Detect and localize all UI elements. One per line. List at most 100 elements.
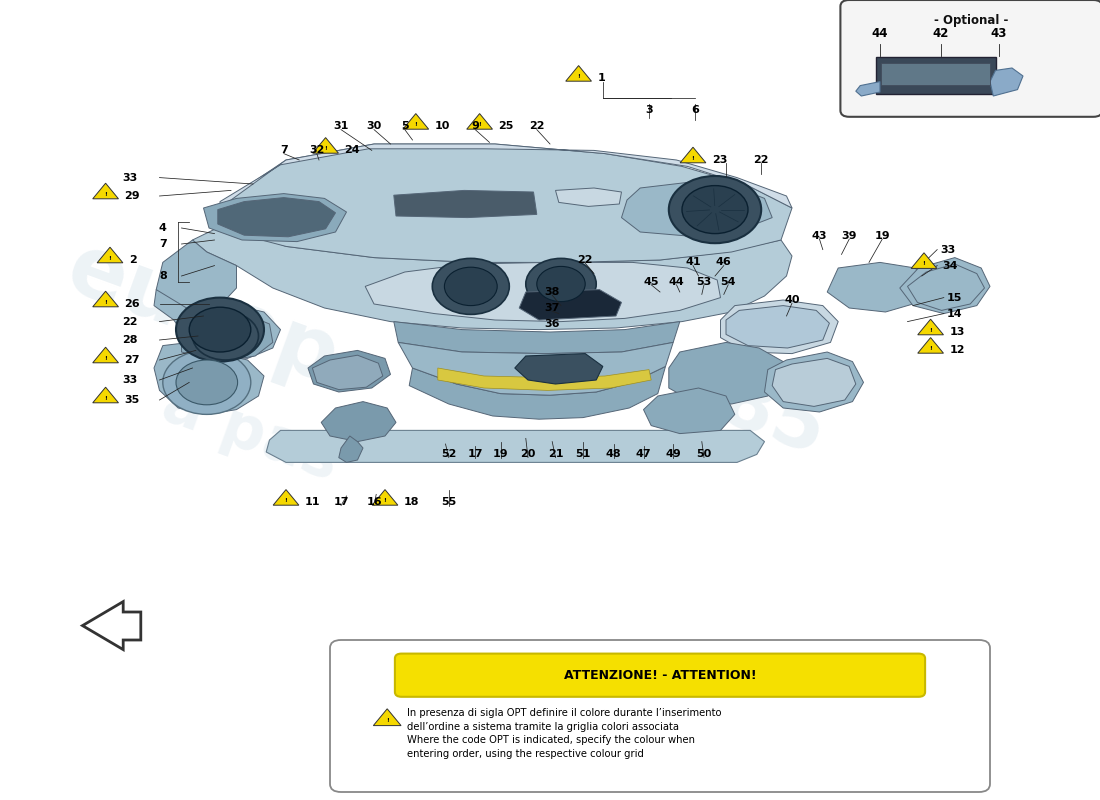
Polygon shape xyxy=(92,347,119,362)
Text: 26: 26 xyxy=(124,299,140,309)
Polygon shape xyxy=(644,388,735,434)
Text: 27: 27 xyxy=(124,355,140,365)
Polygon shape xyxy=(403,114,429,129)
Text: !: ! xyxy=(384,498,386,503)
Text: ATTENZIONE! - ATTENTION!: ATTENZIONE! - ATTENTION! xyxy=(563,669,757,682)
Text: !: ! xyxy=(923,262,925,266)
Polygon shape xyxy=(394,190,537,218)
Text: 24: 24 xyxy=(344,146,360,155)
Text: 1: 1 xyxy=(597,74,605,83)
Polygon shape xyxy=(917,319,944,334)
Text: 2: 2 xyxy=(129,255,136,265)
Text: 43: 43 xyxy=(812,231,827,241)
Polygon shape xyxy=(565,66,592,81)
Text: 12: 12 xyxy=(949,346,965,355)
Text: 5: 5 xyxy=(402,122,408,131)
Text: 4: 4 xyxy=(158,223,167,233)
Polygon shape xyxy=(911,253,937,268)
Polygon shape xyxy=(154,290,280,358)
Polygon shape xyxy=(519,290,621,320)
Text: 42: 42 xyxy=(933,27,948,40)
Polygon shape xyxy=(908,264,985,310)
Polygon shape xyxy=(772,358,856,406)
FancyBboxPatch shape xyxy=(876,57,996,94)
Text: 9: 9 xyxy=(471,122,480,131)
Text: 18: 18 xyxy=(404,498,419,507)
Text: 3: 3 xyxy=(646,106,652,115)
Text: !: ! xyxy=(578,74,580,79)
Text: 21: 21 xyxy=(548,450,563,459)
Polygon shape xyxy=(218,198,336,237)
Text: 15: 15 xyxy=(947,293,962,302)
FancyBboxPatch shape xyxy=(840,0,1100,117)
Polygon shape xyxy=(204,194,346,242)
Text: 22: 22 xyxy=(529,122,544,131)
Text: 13: 13 xyxy=(949,327,965,337)
Polygon shape xyxy=(515,354,603,384)
Text: !: ! xyxy=(386,718,388,723)
Text: 19: 19 xyxy=(874,231,890,241)
Text: 17: 17 xyxy=(333,498,349,507)
Text: 37: 37 xyxy=(544,303,560,313)
Text: 44: 44 xyxy=(871,27,889,40)
Polygon shape xyxy=(92,183,119,198)
Text: 40: 40 xyxy=(784,295,800,305)
FancyBboxPatch shape xyxy=(330,640,990,792)
Text: 22: 22 xyxy=(122,317,138,326)
Text: 29: 29 xyxy=(124,191,140,201)
Text: 49: 49 xyxy=(666,450,681,459)
Polygon shape xyxy=(154,342,264,414)
Circle shape xyxy=(189,307,251,352)
Text: 17: 17 xyxy=(468,450,483,459)
Text: 48: 48 xyxy=(606,450,621,459)
Polygon shape xyxy=(990,68,1023,96)
Circle shape xyxy=(526,258,596,310)
Text: 52: 52 xyxy=(441,450,456,459)
Text: 20: 20 xyxy=(520,450,536,459)
Text: 7: 7 xyxy=(279,146,288,155)
Text: 14: 14 xyxy=(947,309,962,318)
Text: 16: 16 xyxy=(366,498,382,507)
Polygon shape xyxy=(182,314,273,362)
Text: !: ! xyxy=(285,498,287,503)
Text: 22: 22 xyxy=(578,255,593,265)
Text: 8: 8 xyxy=(158,271,167,281)
Text: 19: 19 xyxy=(493,450,508,459)
Text: 53: 53 xyxy=(696,277,712,286)
Text: 44: 44 xyxy=(669,277,684,286)
Polygon shape xyxy=(764,352,864,412)
Circle shape xyxy=(682,186,748,234)
Text: 41: 41 xyxy=(685,258,701,267)
Text: europ: europ xyxy=(55,227,350,402)
Circle shape xyxy=(537,266,585,302)
Polygon shape xyxy=(156,240,236,314)
Text: 50: 50 xyxy=(696,450,712,459)
Polygon shape xyxy=(373,709,402,726)
Polygon shape xyxy=(308,350,390,392)
Text: In presenza di sigla OPT definire il colore durante l’inserimento
dell’ordine a : In presenza di sigla OPT definire il col… xyxy=(407,708,722,758)
Circle shape xyxy=(176,360,238,405)
Polygon shape xyxy=(856,82,880,96)
Text: 45: 45 xyxy=(644,277,659,286)
Circle shape xyxy=(163,350,251,414)
Polygon shape xyxy=(266,430,764,462)
Circle shape xyxy=(444,267,497,306)
Polygon shape xyxy=(466,114,493,129)
Circle shape xyxy=(432,258,509,314)
Polygon shape xyxy=(621,182,772,236)
Polygon shape xyxy=(339,436,363,462)
Polygon shape xyxy=(92,291,119,306)
Text: 55: 55 xyxy=(441,498,456,507)
Text: !: ! xyxy=(930,328,932,333)
Text: a pas: a pas xyxy=(154,374,346,493)
Text: !: ! xyxy=(104,192,107,197)
FancyBboxPatch shape xyxy=(395,654,925,697)
Text: 32: 32 xyxy=(309,146,324,155)
Polygon shape xyxy=(556,188,622,206)
Text: 33: 33 xyxy=(122,173,138,182)
Text: !: ! xyxy=(104,300,107,305)
Polygon shape xyxy=(669,342,786,404)
Text: !: ! xyxy=(324,146,327,151)
Text: 54: 54 xyxy=(720,277,736,286)
Text: 10: 10 xyxy=(434,122,450,131)
